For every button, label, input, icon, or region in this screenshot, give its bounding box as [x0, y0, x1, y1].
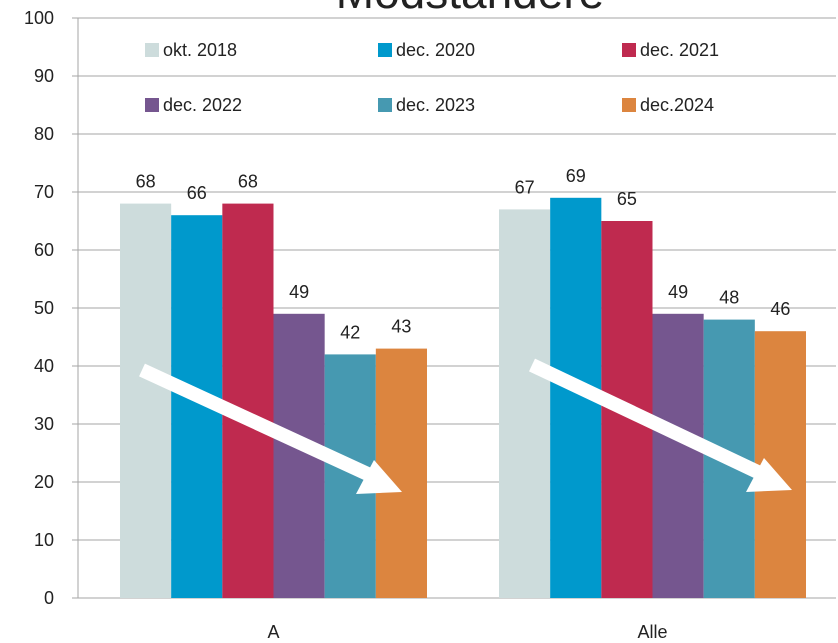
- arrow-shaft: [529, 358, 765, 481]
- y-tick-label: 60: [34, 240, 54, 260]
- legend-swatch: [622, 98, 636, 112]
- legend-label: dec. 2022: [163, 95, 242, 115]
- value-label: 42: [340, 322, 360, 342]
- legend-swatch: [378, 43, 392, 57]
- value-label: 43: [391, 317, 411, 337]
- y-tick-label: 100: [24, 8, 54, 28]
- value-label: 46: [770, 299, 790, 319]
- legend-swatch: [145, 43, 159, 57]
- value-label: 68: [238, 172, 258, 192]
- legend-label: okt. 2018: [163, 40, 237, 60]
- value-label: 65: [617, 189, 637, 209]
- value-label: 69: [566, 166, 586, 186]
- value-label: 67: [515, 177, 535, 197]
- value-label: 48: [719, 288, 739, 308]
- plot-area: 0 10 20 30 40 50 60 70 80 90 100 A 68 66 68 49 42 43 Alle 6…: [24, 8, 836, 642]
- legend-label: dec. 2023: [396, 95, 475, 115]
- legend-label: dec. 2020: [396, 40, 475, 60]
- y-tick-label: 50: [34, 298, 54, 318]
- legend-label: dec. 2021: [640, 40, 719, 60]
- value-label: 49: [668, 282, 688, 302]
- arrow-shaft: [139, 363, 375, 483]
- bar: [499, 209, 551, 598]
- y-tick-label: 80: [34, 124, 54, 144]
- trend-arrows: [139, 358, 792, 494]
- arrow-head: [746, 458, 792, 492]
- legend-label: dec.2024: [640, 95, 714, 115]
- arrow-head: [356, 460, 402, 494]
- y-tick-label: 70: [34, 182, 54, 202]
- value-label: 66: [187, 183, 207, 203]
- bar: [652, 313, 704, 598]
- y-tick-label: 40: [34, 356, 54, 376]
- y-tick-label: 10: [34, 530, 54, 550]
- y-tick-label: 0: [44, 588, 54, 608]
- legend-swatch: [145, 98, 159, 112]
- y-tick-label: 20: [34, 472, 54, 492]
- legend-swatch: [622, 43, 636, 57]
- bar: [120, 203, 172, 598]
- x-tick-label: A: [267, 622, 279, 642]
- y-tick-label: 90: [34, 66, 54, 86]
- x-tick-label: Alle: [637, 622, 667, 642]
- legend-swatch: [378, 98, 392, 112]
- value-label: 49: [289, 282, 309, 302]
- bar: [222, 203, 274, 598]
- y-tick-label: 30: [34, 414, 54, 434]
- chart-title: Modstandere: [336, 0, 605, 18]
- value-label: 68: [136, 172, 156, 192]
